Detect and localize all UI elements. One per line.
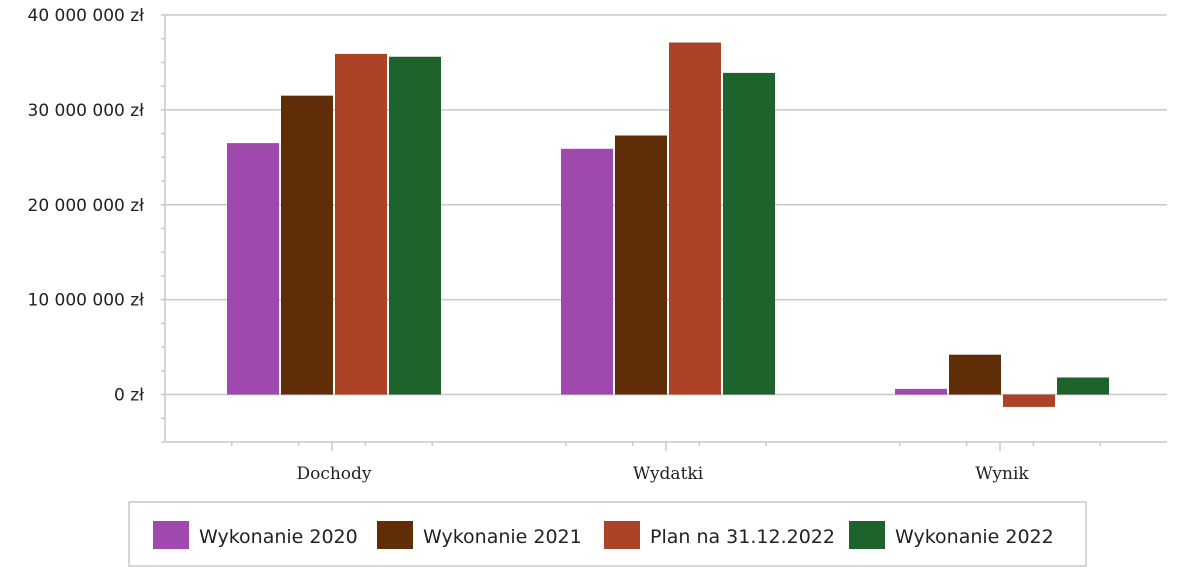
y-tick-label: 40 000 000 zł xyxy=(28,6,145,26)
bar xyxy=(949,354,1001,395)
bar xyxy=(895,388,947,395)
x-tick-label: Wydatki xyxy=(633,464,704,484)
legend-label: Wykonanie 2022 xyxy=(895,526,1054,548)
legend-swatch xyxy=(377,521,413,549)
legend-label: Wykonanie 2021 xyxy=(423,526,582,548)
x-axis-ticks xyxy=(231,442,1101,451)
bar xyxy=(1003,394,1055,407)
y-axis-ticks: 0 zł 10 000 000 zł 20 000 000 zł 30 000 000… xyxy=(28,6,165,443)
bars xyxy=(227,42,1109,407)
legend: Wykonanie 2020 Wykonanie 2021 Plan na 31.1… xyxy=(128,501,1087,567)
x-tick-label: Dochody xyxy=(296,464,371,484)
bar xyxy=(723,72,775,395)
bar xyxy=(335,53,387,395)
y-tick-label: 20 000 000 zł xyxy=(28,196,145,216)
bar xyxy=(669,42,721,395)
bar xyxy=(389,56,441,395)
y-tick-label: 10 000 000 zł xyxy=(28,291,145,311)
x-tick-label: Wynik xyxy=(975,464,1029,484)
legend-swatch xyxy=(153,521,189,549)
y-tick-label: 30 000 000 zł xyxy=(28,101,145,121)
legend-swatch xyxy=(849,521,885,549)
y-tick-label: 0 zł xyxy=(114,386,144,406)
legend-swatch xyxy=(604,521,640,549)
bar xyxy=(561,148,613,395)
bar xyxy=(615,135,667,395)
legend-label: Plan na 31.12.2022 xyxy=(650,526,835,548)
category-labels: Dochody Wydatki Wynik xyxy=(296,464,1029,484)
bar xyxy=(227,143,279,395)
bar xyxy=(281,95,333,395)
bar xyxy=(1057,377,1109,395)
legend-label: Wykonanie 2020 xyxy=(199,526,358,548)
